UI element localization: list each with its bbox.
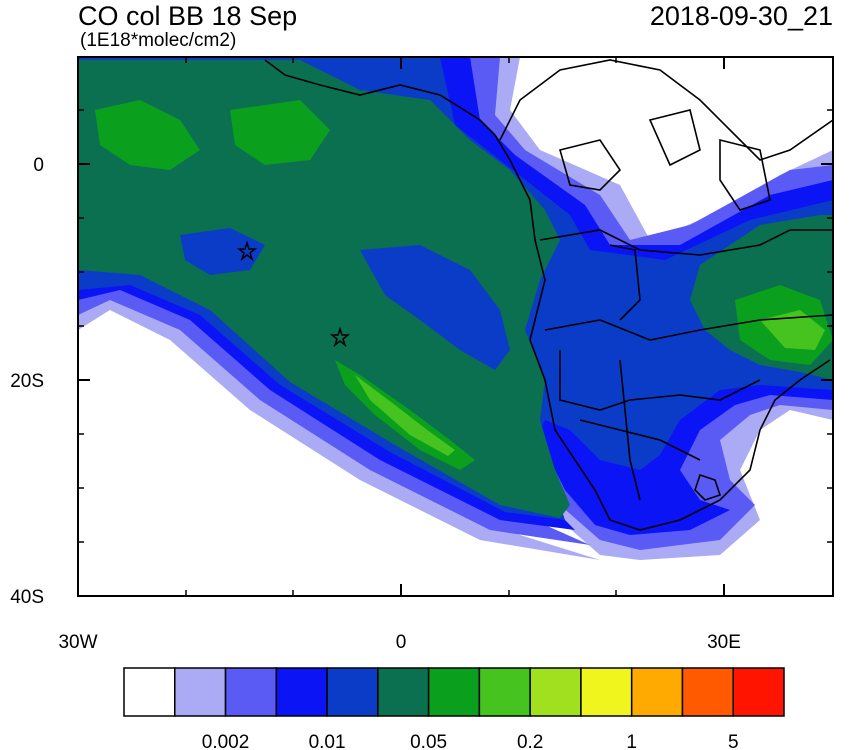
plume-band-teal [78,60,570,518]
colorbar-label: 5 [728,732,739,750]
colorbar-labels: 0.002 0.01 0.05 0.2 1 5 [202,732,739,750]
plume-inner-blue-2 [180,228,265,275]
y-tick-label: 40S [10,587,44,608]
axis-minor-ticks [78,57,833,596]
coastlines [264,59,833,531]
colorbar-swatch [224,667,278,717]
y-tick-label: 0 [33,155,44,176]
y-tick-label: 20S [10,371,44,392]
colorbar-swatch [326,667,379,717]
colorbar-swatch [732,667,785,717]
station-marker-star [236,240,258,262]
colorbar-swatch [123,667,176,717]
station-marker-star [329,326,351,348]
units-label: (1E18*molec/cm2) [80,30,237,51]
x-tick-label: 30W [58,632,97,653]
plume-band-lightgreen-e [760,310,825,350]
station-markers [236,240,351,348]
x-tick-label: 0 [396,632,407,653]
plume-band-lightgreen [355,375,455,456]
timestamp-label: 2018-09-30_21 [649,1,833,31]
colorbar-swatch [174,667,227,717]
plume-band-green-nw [95,100,200,170]
x-tick-label: 30E [707,632,741,653]
colorbar [123,667,785,717]
colorbar-label: 0.01 [309,732,346,750]
plume-band-green-n [230,100,330,165]
colorbar-label: 0.2 [517,732,543,750]
colorbar-swatch [478,667,531,717]
colorbar-label: 1 [626,732,637,750]
colorbar-label: 0.05 [410,732,447,750]
axis-ticks [77,57,833,597]
colorbar-swatch [275,667,328,717]
colorbar-label: 0.002 [202,732,250,750]
colorbar-swatch [681,667,734,717]
colorbar-swatch [630,667,684,717]
colorbar-swatch [377,667,430,717]
colorbar-swatch [580,667,633,717]
colorbar-swatch [427,667,481,717]
colorbar-swatch [529,667,582,717]
plume-layers [78,57,833,596]
map-title: CO col BB 18 Sep [78,1,298,31]
plume-inner-blue [360,245,510,370]
